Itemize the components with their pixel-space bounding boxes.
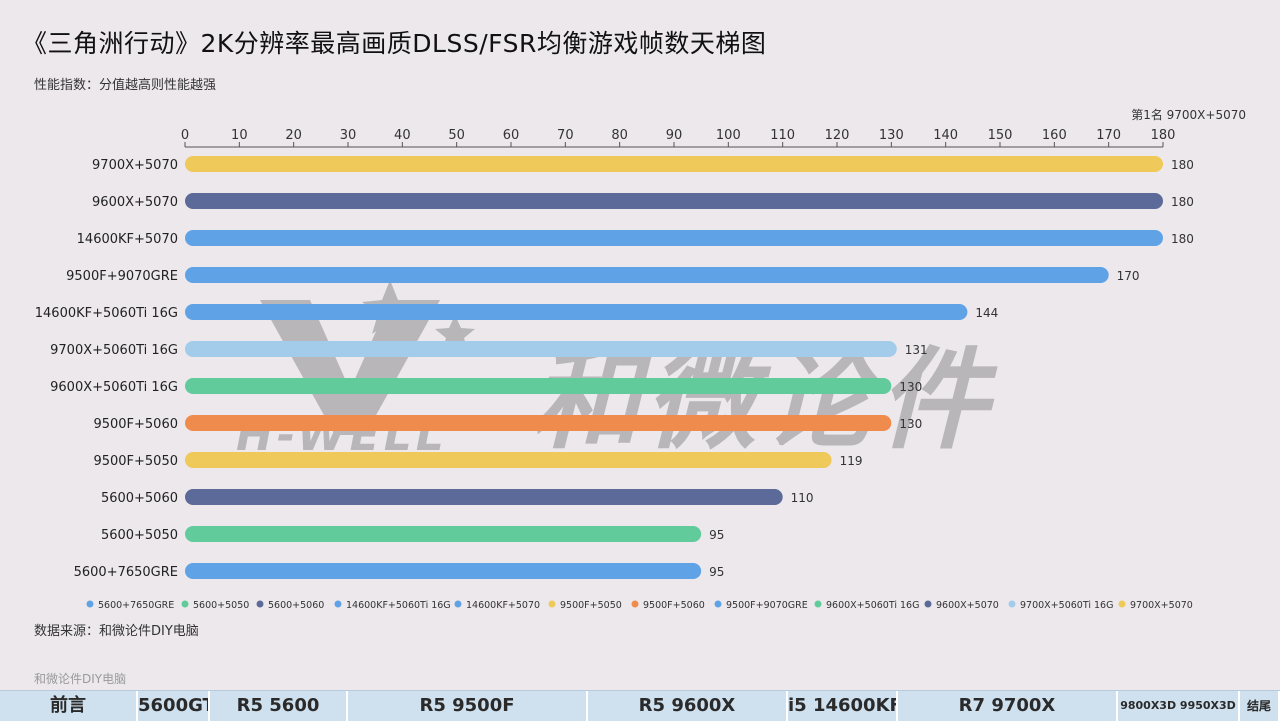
category-label: 14600KF+5060Ti 16G [35, 306, 178, 321]
legend-marker [548, 600, 556, 608]
x-tick-label: 180 [1151, 128, 1176, 143]
legend-label: 5600+5060 [268, 600, 324, 611]
legend-label: 9500F+9070GRE [726, 600, 808, 611]
legend-label: 9600X+5060Ti 16G [826, 600, 919, 611]
legend-marker [1008, 600, 1016, 608]
legend-marker [1118, 600, 1126, 608]
rank-note: 第1名 9700X+5070 [1131, 108, 1246, 122]
data-label: 180 [1171, 158, 1194, 172]
bar [185, 193, 1163, 209]
nav-tab[interactable]: 5600GT [138, 691, 210, 721]
x-tick-label: 30 [340, 128, 357, 143]
x-tick-label: 160 [1042, 128, 1067, 143]
bar [185, 304, 968, 320]
data-label: 110 [791, 491, 814, 505]
bar [185, 267, 1109, 283]
chart-title: 《三角洲行动》2K分辨率最高画质DLSS/FSR均衡游戏帧数天梯图 [22, 29, 767, 58]
legend-label: 5600+5050 [193, 600, 249, 611]
x-tick-label: 40 [394, 128, 411, 143]
legend-label: 9700X+5070 [1130, 600, 1193, 611]
data-source: 数据来源：和微论件DIY电脑 [34, 624, 199, 639]
legend-label: 14600KF+5070 [466, 600, 540, 611]
data-label: 130 [899, 417, 922, 431]
category-label: 9600X+5060Ti 16G [50, 380, 178, 395]
x-tick-label: 10 [231, 128, 248, 143]
x-tick-label: 120 [825, 128, 850, 143]
category-label: 9700X+5070 [92, 158, 178, 173]
nav-tab[interactable]: R5 9600X [588, 691, 788, 721]
legend-label: 9500F+5050 [560, 600, 622, 611]
bar [185, 156, 1163, 172]
category-label: 9700X+5060Ti 16G [50, 343, 178, 358]
chapter-navbar: 前言 5600GT R5 5600 R5 9500F R5 9600X i5 14600K… [0, 690, 1280, 721]
chart-subtitle: 性能指数：分值越高则性能越强 [34, 78, 217, 93]
x-tick-label: 110 [770, 128, 795, 143]
nav-tab[interactable]: 结尾 [1240, 691, 1280, 721]
x-tick-label: 130 [879, 128, 904, 143]
legend-marker [334, 600, 342, 608]
legend-label: 14600KF+5060Ti 16G [346, 600, 451, 611]
data-label: 180 [1171, 232, 1194, 246]
data-label: 131 [905, 343, 928, 357]
data-label: 180 [1171, 195, 1194, 209]
legend-label: 5600+7650GRE [98, 600, 174, 611]
legend-marker [814, 600, 822, 608]
x-tick-label: 60 [503, 128, 520, 143]
legend-marker [256, 600, 264, 608]
legend-label: 9700X+5060Ti 16G [1020, 600, 1113, 611]
x-tick-label: 80 [611, 128, 628, 143]
nav-tab[interactable]: R5 9500F [348, 691, 588, 721]
category-label: 14600KF+5070 [77, 232, 178, 247]
nav-tab[interactable]: 9800X3D 9950X3D [1118, 691, 1240, 721]
x-tick-label: 90 [666, 128, 683, 143]
bar [185, 489, 783, 505]
legend-marker [631, 600, 639, 608]
data-label: 144 [975, 306, 998, 320]
x-tick-label: 0 [181, 128, 189, 143]
data-label: 95 [709, 528, 724, 542]
nav-tab[interactable]: R7 9700X [898, 691, 1118, 721]
x-tick-label: 150 [988, 128, 1013, 143]
category-label: 9500F+5060 [93, 417, 178, 432]
category-label: 9600X+5070 [92, 195, 178, 210]
category-label: 5600+5060 [101, 491, 178, 506]
category-label: 9500F+5050 [93, 454, 178, 469]
data-label: 95 [709, 565, 724, 579]
nav-tab[interactable]: 前言 [0, 691, 138, 721]
x-tick-label: 140 [933, 128, 958, 143]
nav-tab[interactable]: R5 5600 [210, 691, 348, 721]
brand-footer: 和微论件DIY电脑 [34, 672, 127, 686]
bar [185, 526, 702, 542]
nav-tab[interactable]: i5 14600KF [788, 691, 898, 721]
legend-marker [714, 600, 722, 608]
legend-label: 9500F+5060 [643, 600, 705, 611]
x-tick-label: 170 [1096, 128, 1121, 143]
x-tick-label: 20 [285, 128, 302, 143]
x-tick-label: 100 [716, 128, 741, 143]
x-tick-label: 70 [557, 128, 574, 143]
data-label: 119 [840, 454, 863, 468]
x-tick-label: 50 [448, 128, 465, 143]
legend-marker [86, 600, 94, 608]
legend-label: 9600X+5070 [936, 600, 999, 611]
legend-marker [181, 600, 189, 608]
category-label: 9500F+9070GRE [66, 269, 178, 284]
bar [185, 415, 892, 431]
legend-marker [924, 600, 932, 608]
bar [185, 378, 892, 394]
bar [185, 563, 702, 579]
data-label: 170 [1117, 269, 1140, 283]
category-label: 5600+5050 [101, 528, 178, 543]
bar-chart: 0 10 20 30 40 50 60 70 80 90 100 110 120 130 140 150 160… [35, 128, 1194, 611]
category-label: 5600+7650GRE [74, 565, 178, 580]
data-label: 130 [899, 380, 922, 394]
bar [185, 341, 897, 357]
legend-marker [454, 600, 462, 608]
bar [185, 452, 832, 468]
bar [185, 230, 1163, 246]
